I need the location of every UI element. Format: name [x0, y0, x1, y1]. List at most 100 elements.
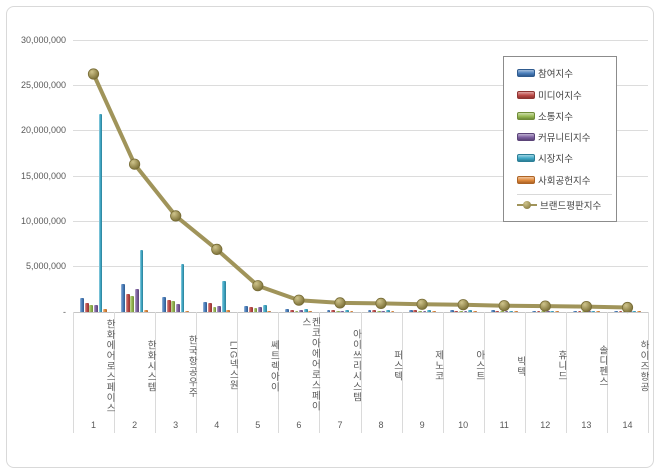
category-label: 한화에어로스페이스 [104, 318, 116, 414]
bar-소통지수 [171, 301, 176, 312]
bar-미디어지수 [413, 310, 418, 312]
bar-미디어지수 [495, 310, 500, 312]
bar-시장지수 [468, 310, 472, 312]
bar-시장지수 [139, 249, 144, 312]
rank-label: 1 [91, 420, 97, 430]
line-marker [128, 158, 141, 170]
category-separator [606, 312, 608, 433]
bar-사회공헌지수 [431, 310, 436, 312]
category-label: 한국항공우주 [186, 334, 198, 398]
y-axis-label: 20,000,000 [20, 125, 66, 136]
category-separator [524, 312, 526, 433]
bar-참여지수 [121, 284, 125, 312]
bar-커뮤니티지수 [258, 307, 263, 312]
y-axis-label: 15,000,000 [20, 170, 66, 181]
bar-시장지수 [344, 309, 349, 312]
line-marker [498, 300, 510, 312]
bar-사회공헌지수 [226, 310, 231, 312]
category-separator [565, 312, 567, 433]
bar-참여지수 [449, 310, 454, 312]
y-axis-label: 10,000,000 [20, 215, 66, 226]
gridline [73, 266, 648, 268]
legend-marker-커뮤니티지수 [517, 133, 535, 141]
bar-참여지수 [572, 310, 577, 312]
bar-미디어지수 [166, 299, 171, 312]
bar-미디어지수 [577, 310, 582, 312]
legend-marker-참여지수 [517, 69, 535, 78]
bar-사회공헌지수 [308, 310, 313, 312]
bar-사회공헌지수 [267, 310, 272, 312]
bar-미디어지수 [290, 309, 294, 312]
category-label: 아스트 [473, 350, 485, 382]
bar-커뮤니티지수 [340, 310, 345, 312]
bar-소통지수 [458, 310, 463, 312]
line-marker [87, 68, 100, 80]
bar-참여지수 [285, 309, 290, 312]
bar-소통지수 [89, 305, 94, 312]
rank-label: 4 [214, 420, 220, 430]
bar-미디어지수 [207, 302, 212, 312]
legend-label: 시장지수 [538, 154, 573, 166]
category-label: 아이쓰리시스템 [350, 329, 362, 403]
category-separator [360, 312, 362, 433]
category-separator [319, 312, 321, 433]
line-marker [539, 300, 551, 312]
rank-label: 14 [622, 420, 633, 430]
rank-label: 12 [540, 420, 551, 430]
bar-참여지수 [162, 296, 167, 312]
rank-label: 7 [337, 420, 343, 430]
category-separator [196, 312, 198, 433]
legend-label: 참여지수 [538, 69, 573, 81]
legend-marker-미디어지수 [517, 90, 535, 99]
legend-marker-소통지수 [517, 111, 535, 120]
legend-item: 사회공헌지수 [517, 173, 612, 187]
bar-미디어지수 [372, 310, 377, 312]
line-marker [211, 243, 223, 255]
bar-커뮤니티지수 [93, 304, 98, 312]
bar-시장지수 [180, 263, 185, 312]
y-axis-label: 30,000,000 [20, 34, 66, 45]
category-label: 퍼스텍 [391, 350, 403, 382]
bar-사회공헌지수 [637, 310, 641, 312]
gridline [73, 39, 648, 41]
bar-사회공헌지수 [472, 310, 477, 312]
bar-커뮤니티지수 [135, 289, 139, 312]
category-label: 빅텍 [514, 355, 526, 377]
bar-시장지수 [262, 305, 267, 312]
bar-참여지수 [408, 310, 413, 312]
category-separator [237, 312, 239, 433]
category-separator [114, 312, 116, 433]
legend-item: 브랜드평판지수 [517, 193, 612, 212]
rank-label: 6 [296, 420, 302, 430]
legend-line-marker-icon [523, 200, 531, 209]
line-marker [457, 299, 469, 311]
category-label: 솔디펜스 [596, 345, 608, 387]
legend-label: 사회공헌지수 [538, 175, 591, 187]
legend-label: 브랜드평판지수 [540, 200, 602, 212]
y-axis-label: 25,000,000 [20, 79, 66, 90]
rank-label: 11 [499, 420, 509, 430]
legend-label: 커뮤니티지수 [538, 133, 591, 144]
legend-item: 소통지수 [517, 109, 612, 123]
legend-item: 미디어지수 [517, 88, 612, 102]
line-marker [252, 280, 264, 292]
category-label: 제노코 [432, 350, 444, 382]
rank-label: 8 [378, 420, 384, 430]
line-marker [334, 297, 346, 309]
bar-시장지수 [632, 310, 637, 312]
bar-커뮤니티지수 [381, 310, 386, 312]
category-label: 쎄트렉아이 [268, 339, 280, 393]
bar-시장지수 [98, 113, 103, 312]
category-separator [401, 312, 403, 433]
bar-커뮤니티지수 [299, 310, 304, 312]
category-label: LIG넥스원 [227, 341, 239, 391]
bar-소통지수 [253, 308, 258, 312]
legend-marker-시장지수 [517, 154, 535, 163]
rank-label: 5 [255, 420, 261, 430]
bar-참여지수 [490, 310, 495, 312]
bar-시장지수 [427, 310, 431, 312]
legend-marker-사회공헌지수 [517, 175, 535, 184]
legend-label: 소통지수 [538, 111, 573, 123]
category-separator [483, 312, 485, 433]
